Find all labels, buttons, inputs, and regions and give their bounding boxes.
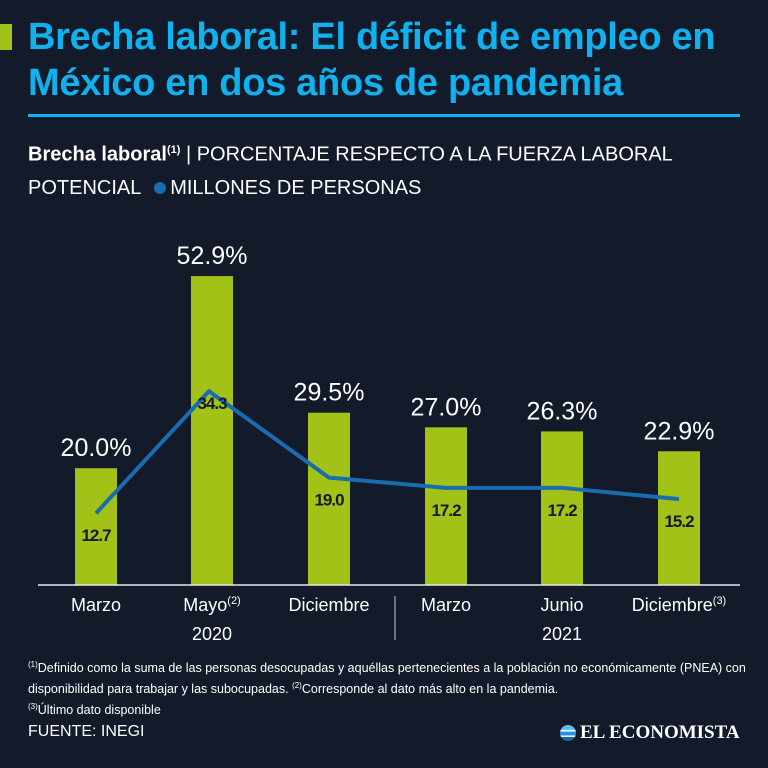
x-tick-label: Diciembre <box>288 595 369 615</box>
x-tick-label: Mayo(2) <box>183 595 240 615</box>
subtitle-sup: (1) <box>166 144 181 156</box>
footnote-marker: (3) <box>28 702 38 712</box>
bar-value-label: 20.0% <box>61 434 132 462</box>
x-tick-label: Junio <box>540 595 583 615</box>
footnotes: (1)Definido como la suma de las personas… <box>28 656 748 719</box>
line-value-label: 17.2 <box>547 501 577 520</box>
logo: EL ECONOMISTA <box>560 722 740 744</box>
line-value-label: 34.3 <box>197 394 227 413</box>
footnote-2: Corresponde al dato más alto en la pande… <box>301 682 559 697</box>
bar <box>191 276 233 585</box>
line-series <box>94 389 680 515</box>
page-title: Brecha laboral: El déficit de empleo en … <box>28 16 716 104</box>
bar-legend-label: | PORCENTAJE RESPECTO A LA FUERZA LABORA… <box>28 143 673 199</box>
bar <box>658 451 700 585</box>
bar <box>425 427 467 585</box>
footnote-1: Definido como la suma de las personas de… <box>28 661 746 697</box>
bar <box>75 468 117 585</box>
bar-value-label: 29.5% <box>294 379 365 407</box>
year-label: 2020 <box>192 624 232 644</box>
bar <box>308 412 350 585</box>
bar-value-label: 52.9% <box>177 242 248 270</box>
logo-icon <box>560 725 576 741</box>
x-tick-label: Diciembre(3) <box>632 595 726 615</box>
line-value-label: 17.2 <box>431 501 461 520</box>
year-label: 2021 <box>542 624 582 644</box>
source: FUENTE: INEGI <box>28 723 145 740</box>
footnote-marker: (1) <box>28 660 38 669</box>
line-value-label: 15.2 <box>664 512 694 531</box>
footnote-3: Último dato disponible <box>37 703 161 718</box>
line-legend-dot-icon <box>154 181 167 194</box>
title-divider <box>28 114 740 117</box>
logo-text: EL ECONOMISTA <box>580 722 740 743</box>
bar <box>541 431 583 585</box>
x-tick-label: Marzo <box>421 595 471 615</box>
line-legend-label: MILLONES DE PERSONAS <box>170 176 422 199</box>
bar-value-label: 22.9% <box>644 417 715 445</box>
bar-value-label: 27.0% <box>411 393 482 421</box>
x-tick-label: Marzo <box>71 595 121 615</box>
line-value-label: 12.7 <box>81 526 111 545</box>
subtitle-bold: Brecha laboral <box>28 143 167 166</box>
line-value-label: 19.0 <box>314 491 344 510</box>
chart-subtitle: Brecha laboral(1) | PORCENTAJE RESPECTO … <box>28 134 748 205</box>
title-accent-bar <box>0 24 12 50</box>
bar-value-label: 26.3% <box>527 397 598 425</box>
footnote-marker: (2) <box>292 681 302 691</box>
